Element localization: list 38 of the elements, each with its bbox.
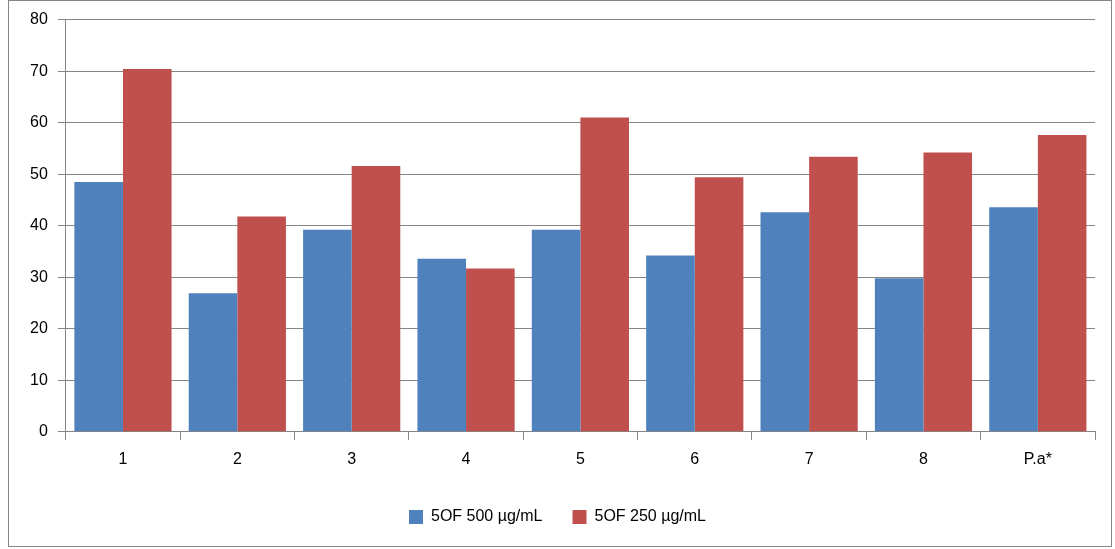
legend-label: 5OF 250 µg/mL: [594, 507, 707, 525]
bar: [122, 69, 172, 432]
bar: [1037, 135, 1087, 432]
y-tick-label: 20: [30, 319, 48, 337]
x-tick-label: P.a*: [1023, 449, 1052, 467]
bar: [466, 268, 515, 432]
bar: [531, 229, 581, 432]
y-tick-label: 30: [30, 267, 48, 285]
bar: [417, 258, 467, 432]
bar: [351, 165, 401, 432]
y-tick-label: 80: [30, 10, 48, 28]
y-tick-label: 60: [30, 113, 48, 131]
bar: [74, 181, 123, 432]
bar: [188, 293, 238, 432]
bar: [237, 216, 286, 432]
x-tick-label: 6: [690, 449, 700, 467]
legend-label: 5OF 500 µg/mL: [431, 507, 543, 525]
bar: [874, 278, 924, 432]
bar: [694, 177, 744, 432]
x-tick-label: 7: [804, 449, 814, 467]
bar: [989, 207, 1038, 432]
x-tick-label: 2: [232, 449, 242, 467]
bar: [809, 156, 858, 432]
x-tick-label: 8: [919, 449, 929, 467]
x-tick-label: 4: [461, 449, 471, 467]
bar: [303, 229, 352, 432]
y-tick-label: 40: [30, 216, 48, 234]
x-tick-label: 3: [347, 449, 357, 467]
y-tick-label: 70: [30, 61, 48, 79]
x-tick-label: 5: [575, 449, 585, 467]
x-tick-label: 1: [118, 449, 128, 467]
bar: [923, 152, 973, 432]
bar: [760, 212, 810, 432]
y-tick-label: 10: [30, 370, 48, 388]
bar: [580, 117, 629, 432]
y-tick-label: 50: [30, 164, 48, 182]
bar: [646, 255, 695, 432]
y-tick-label: 0: [38, 422, 48, 440]
